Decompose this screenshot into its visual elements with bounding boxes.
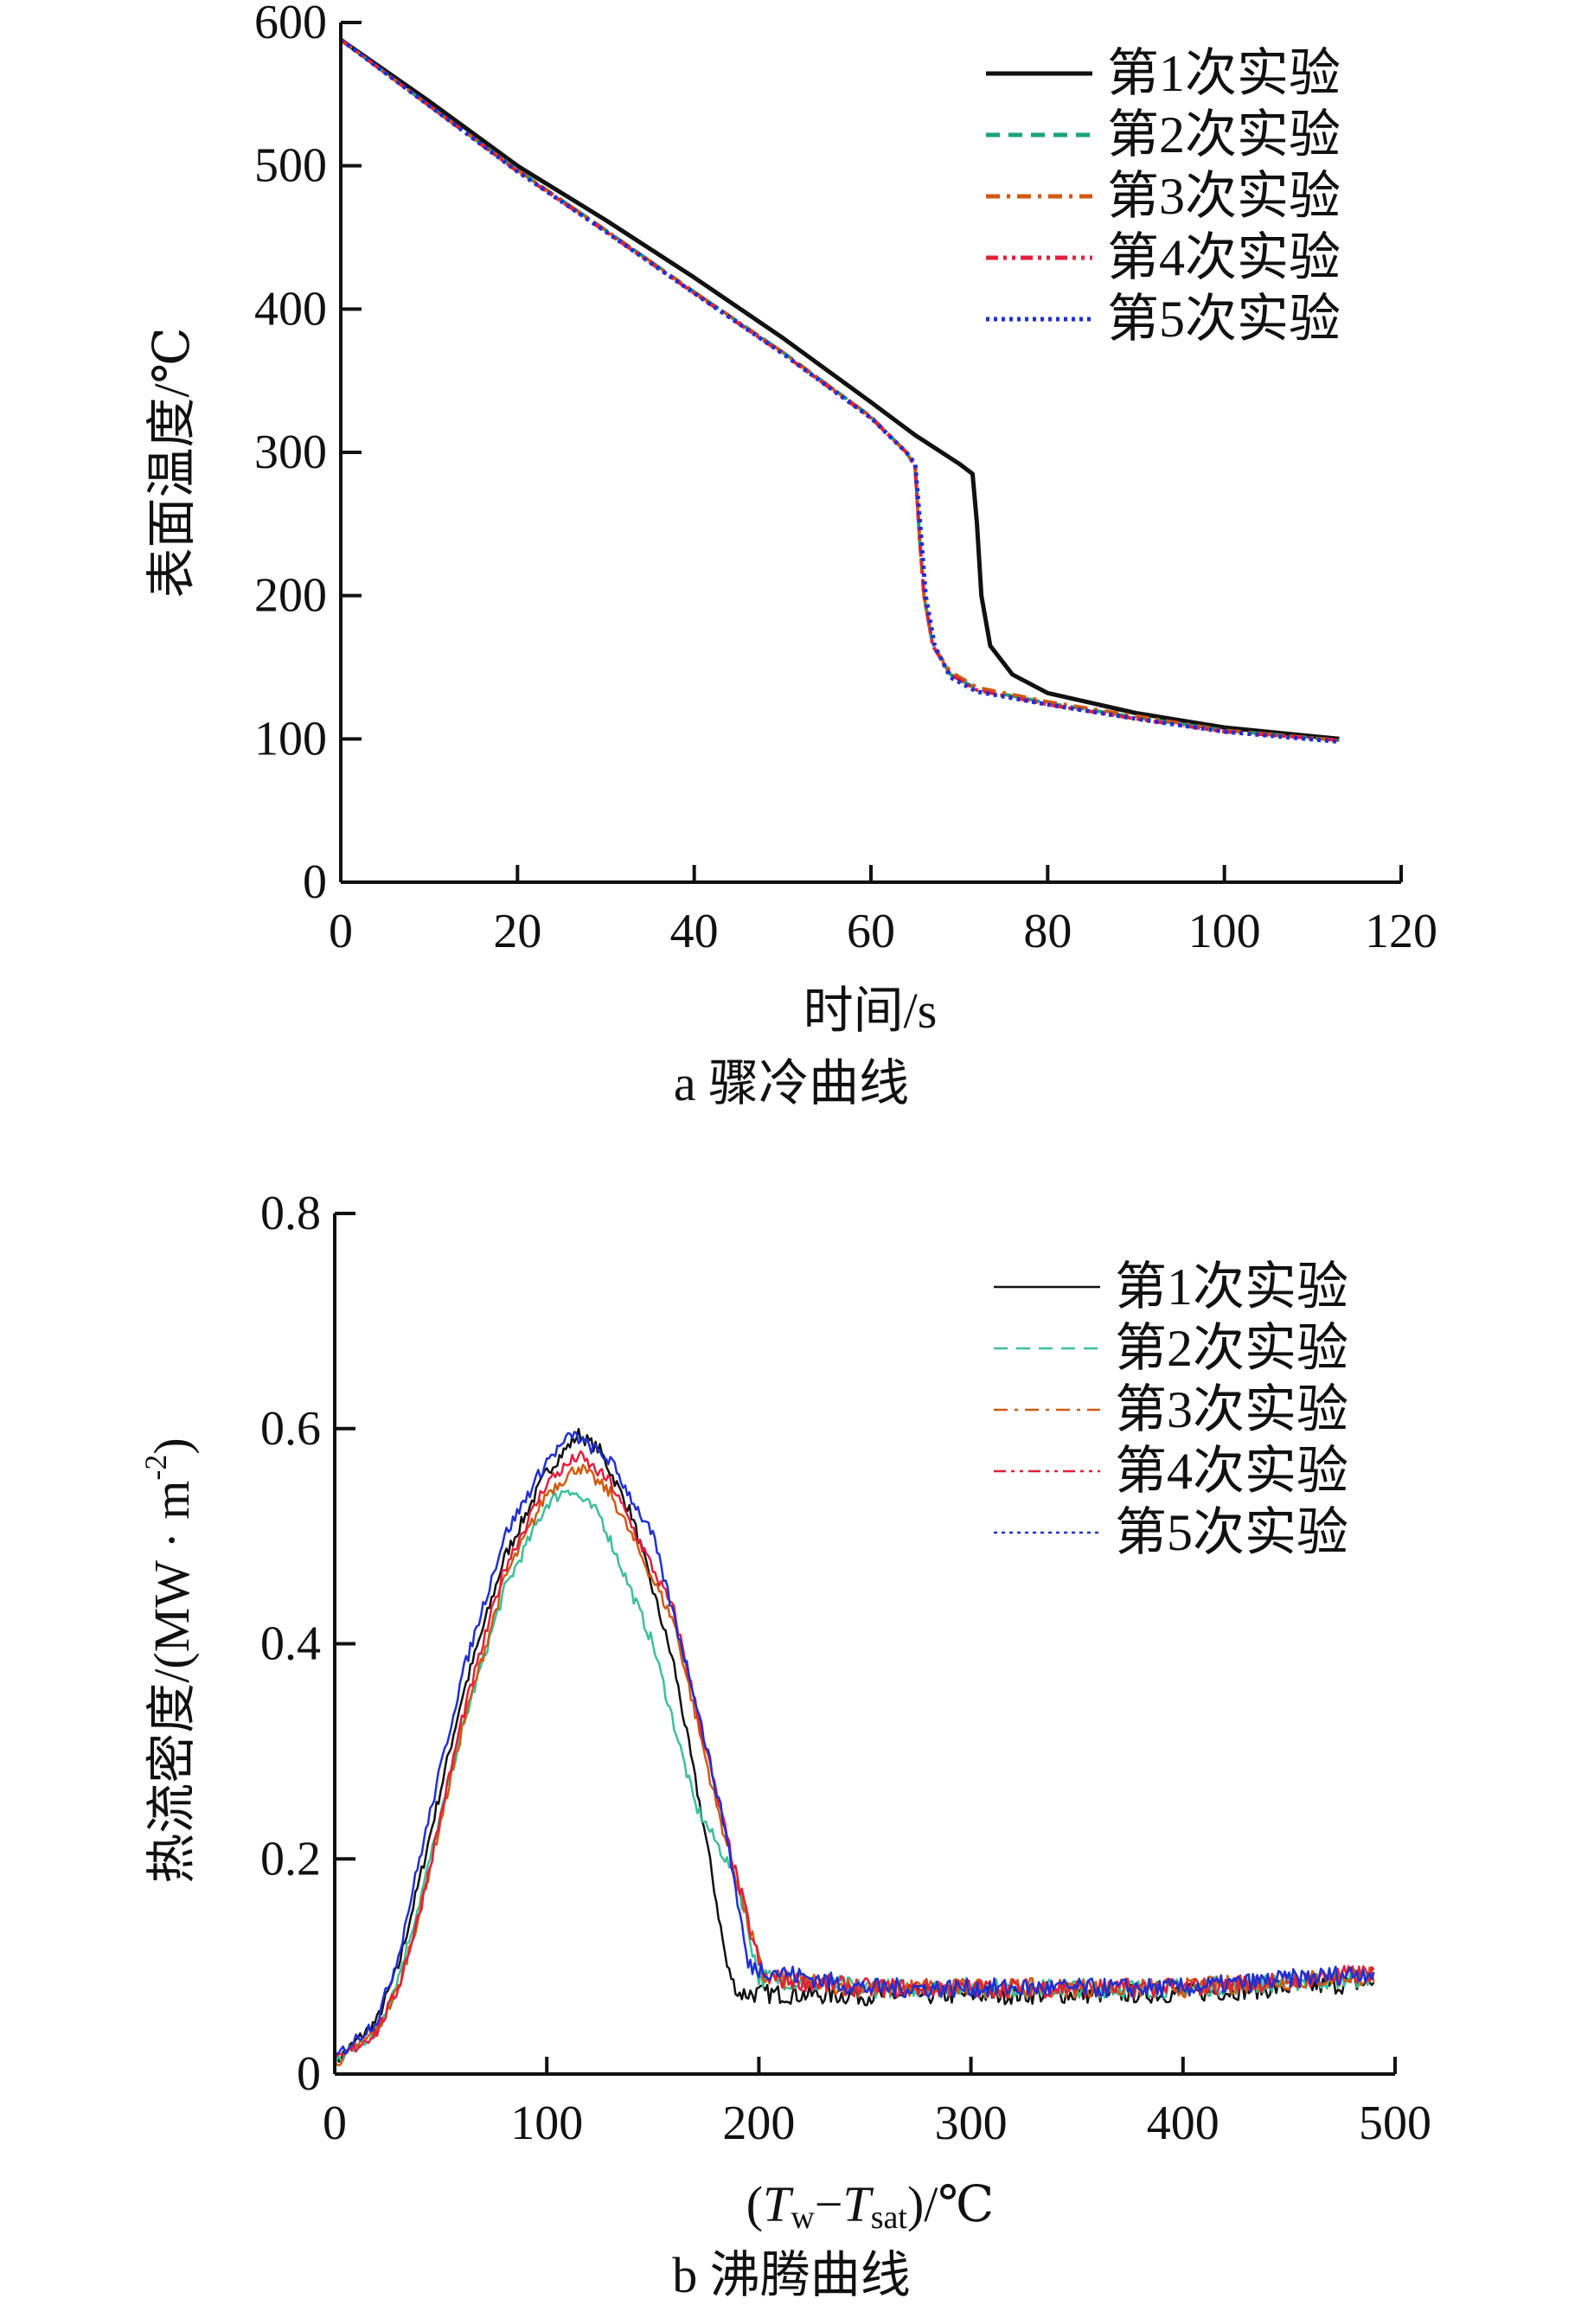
y-axis-title: 表面温度/℃	[144, 328, 200, 599]
y-tick-label: 100	[254, 712, 327, 765]
legend-label-5: 第5次实验	[1115, 1504, 1348, 1561]
y-tick-label: 0	[297, 2047, 321, 2101]
x-axis-title-part: T	[842, 2176, 874, 2232]
y-tick-label: 0.8	[260, 1187, 321, 1240]
legend-label-1: 第1次实验	[1107, 45, 1341, 102]
y-axis-title: 热流密度/(MW · m-2)	[138, 1437, 200, 1883]
x-tick-label: 0	[329, 905, 353, 958]
legend-label-5: 第5次实验	[1107, 291, 1341, 348]
x-tick-label: 120	[1365, 905, 1437, 958]
x-tick-label: 200	[722, 2097, 795, 2150]
x-tick-label: 300	[935, 2097, 1008, 2150]
legend-label-4: 第4次实验	[1107, 229, 1341, 286]
x-axis-title: (Tw−Tsat)/℃	[746, 2176, 995, 2236]
x-axis-title-part: (	[746, 2176, 763, 2232]
y-tick-label: 0.4	[260, 1617, 321, 1671]
series-line-5	[334, 1431, 1375, 2056]
x-tick-label: 40	[670, 905, 719, 958]
legend-label-3: 第3次实验	[1107, 168, 1341, 225]
x-tick-label: 400	[1147, 2097, 1220, 2150]
x-axis-title-part: −	[815, 2176, 843, 2232]
legend-label-3: 第3次实验	[1115, 1381, 1348, 1438]
y-axis-title-main: 热流密度/(MW · m	[144, 1481, 200, 1884]
y-axis-title-sup: -2	[138, 1455, 173, 1481]
chart-a-quench-curve: 0 20 40 60 80 100 1200100200300400500600第1次实验第…	[144, 0, 1437, 1111]
x-axis-title-part: )/℃	[907, 2176, 994, 2232]
x-tick-label: 100	[510, 2097, 583, 2150]
y-tick-label: 300	[254, 426, 327, 479]
x-axis-title: 时间/s	[803, 983, 938, 1039]
y-tick-label: 0.2	[260, 1832, 321, 1885]
y-tick-label: 400	[254, 282, 327, 336]
y-tick-label: 600	[254, 0, 327, 49]
y-tick-label: 200	[254, 569, 327, 623]
y-tick-label: 0	[303, 855, 327, 909]
series-line-4	[334, 1450, 1375, 2059]
legend-label-4: 第4次实验	[1115, 1443, 1348, 1500]
x-tick-label: 100	[1188, 905, 1261, 958]
x-tick-label: 60	[847, 905, 895, 958]
chart-caption: a 骤冷曲线	[674, 1055, 909, 1111]
x-axis-title-part: sat	[871, 2199, 908, 2236]
y-tick-label: 0.6	[260, 1402, 321, 1456]
x-tick-label: 80	[1023, 905, 1072, 958]
x-tick-label: 20	[493, 905, 541, 958]
x-axis-title-part: w	[791, 2199, 815, 2236]
chart-caption: b 沸腾曲线	[672, 2247, 911, 2303]
x-tick-label: 0	[323, 2097, 347, 2150]
series-line-4	[339, 38, 1340, 742]
legend-label-1: 第1次实验	[1115, 1258, 1348, 1316]
y-tick-label: 500	[254, 139, 327, 193]
legend-label-2: 第2次实验	[1115, 1320, 1348, 1377]
chart-b-boiling-curve: 0 100 200 300 400 50000.20.40.60.8第1次实验第2次实验第…	[138, 1187, 1431, 2303]
y-axis-title-end: )	[144, 1437, 200, 1454]
x-axis-title-part: T	[763, 2176, 794, 2232]
x-tick-label: 500	[1359, 2097, 1431, 2150]
legend-label-2: 第2次实验	[1107, 106, 1341, 163]
series-line-1	[339, 37, 1340, 741]
